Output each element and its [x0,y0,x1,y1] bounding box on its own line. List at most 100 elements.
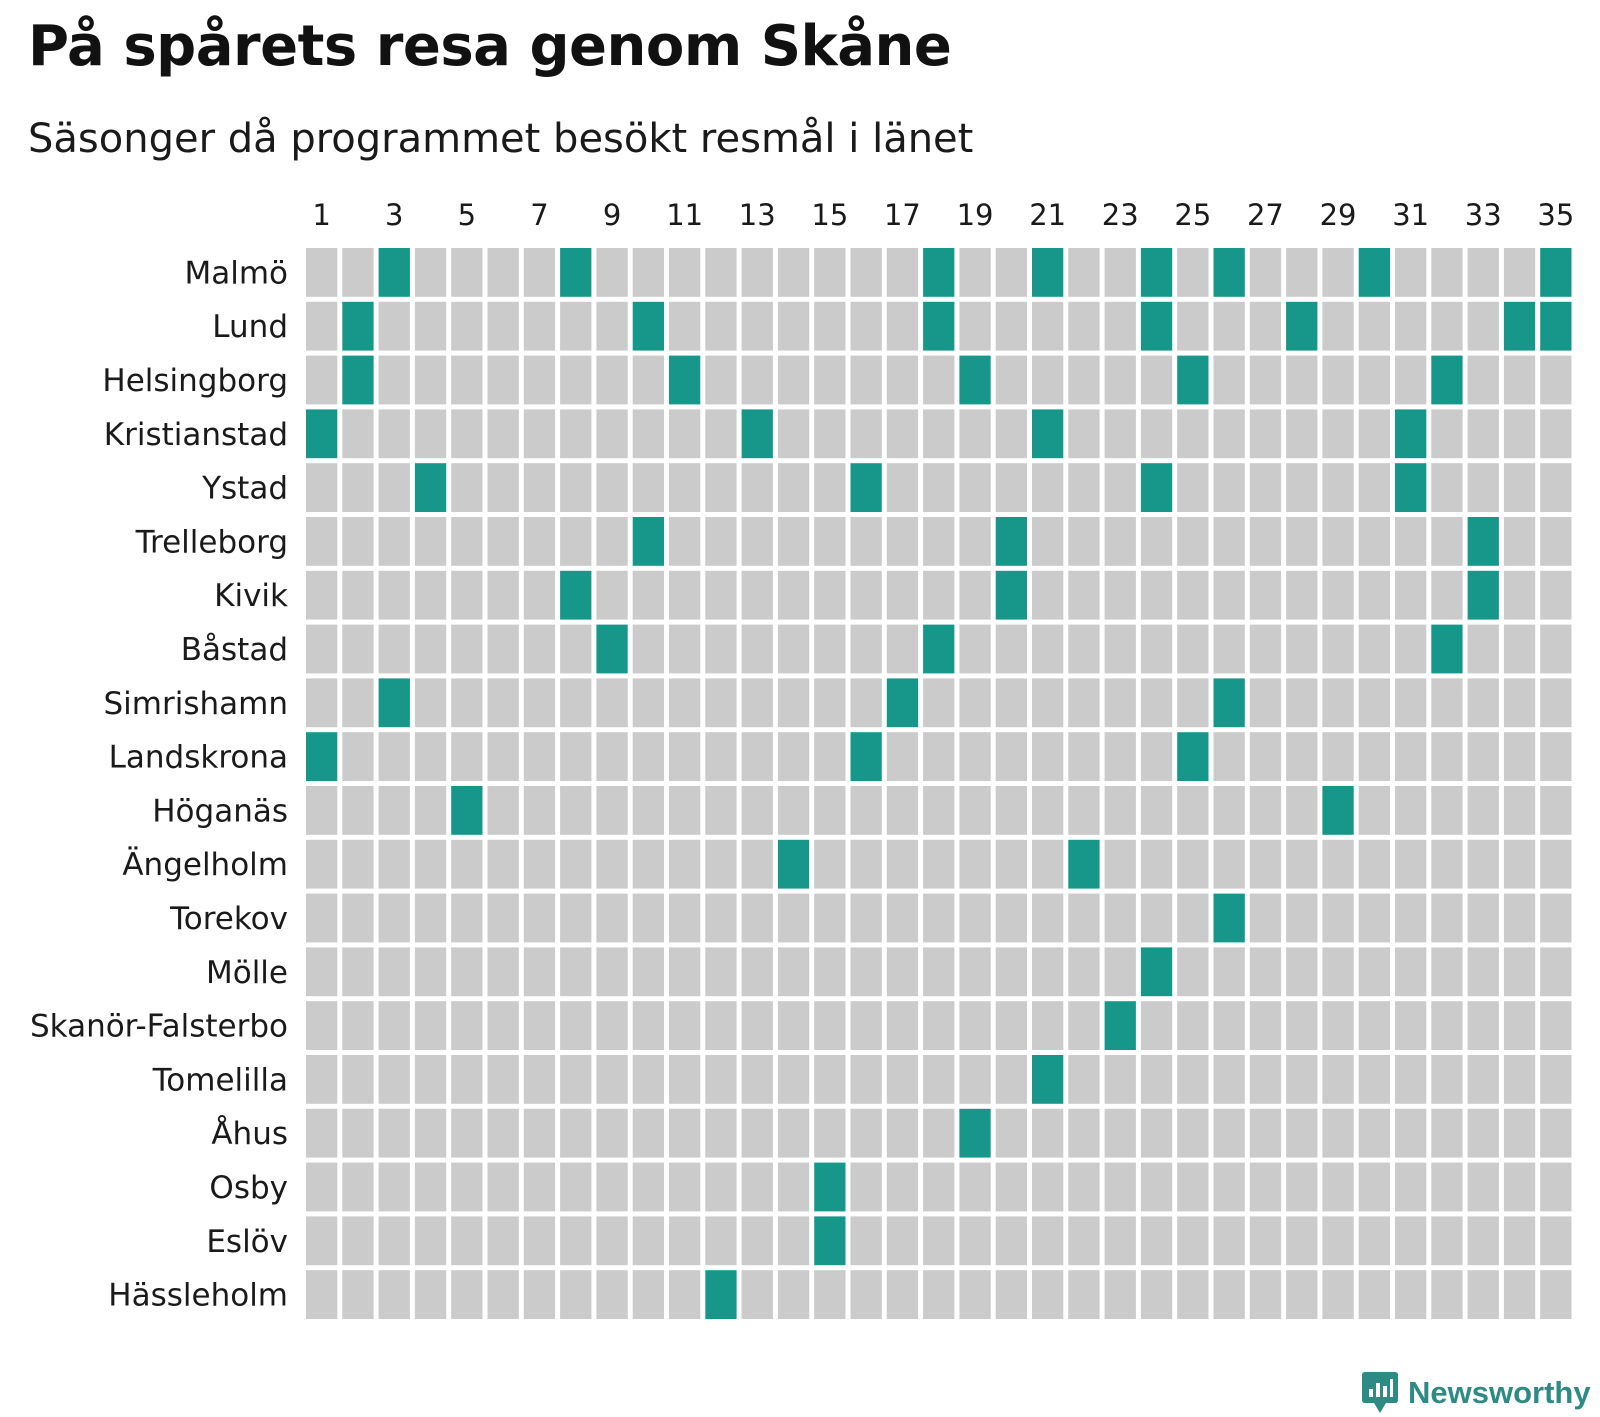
empty-cell [414,786,447,835]
empty-cell [850,678,882,728]
empty-cell [814,678,846,728]
empty-cell [342,570,374,620]
empty-cell [523,409,556,459]
visited-cell [923,301,955,351]
empty-cell [850,248,882,297]
empty-cell [959,947,991,997]
empty-cell [1177,839,1209,889]
x-axis-tick-labels: 1 3 5 7 9 11 13 15 17 19 21 23 25 27 29 31 33 35 [312,198,1574,232]
empty-cell [1395,1162,1427,1212]
empty-cell [777,570,810,620]
empty-cell [487,624,519,674]
empty-cell [1068,947,1100,997]
empty-cell [1140,732,1173,781]
empty-cell [995,1216,1027,1266]
row-label: Höganäs [152,793,288,829]
empty-cell [1249,409,1282,459]
empty-cell [1213,1270,1245,1319]
empty-cell [560,947,592,997]
visited-cell [1358,248,1390,297]
empty-cell [1286,463,1318,512]
empty-cell [1286,1270,1318,1319]
empty-cell [995,1270,1027,1319]
empty-cell [560,463,592,512]
empty-cell [995,839,1027,889]
empty-cell [487,517,519,566]
empty-cell [451,732,483,781]
empty-cell [1140,409,1173,459]
visited-cell [850,732,882,781]
empty-cell [1068,678,1100,728]
empty-cell [306,1055,338,1104]
empty-cell [414,1270,447,1319]
empty-cell [814,839,846,889]
visited-cell [959,1108,991,1158]
empty-cell [850,893,882,943]
empty-cell [1140,624,1173,674]
empty-cell [560,1108,592,1158]
empty-cell [959,1055,991,1104]
empty-cell [306,1162,338,1212]
empty-cell [1540,839,1572,889]
empty-cell [959,463,991,512]
empty-cell [741,301,773,351]
row-label: Kristianstad [104,417,288,453]
chart-subtitle: Säsonger då programmet besökt resmål i l… [28,116,974,162]
row-label: Malmö [184,255,288,291]
empty-cell [1467,1001,1499,1050]
empty-cell [1395,732,1427,781]
empty-cell [1503,1162,1536,1212]
empty-cell [1177,1216,1209,1266]
empty-cell [1467,678,1499,728]
empty-cell [850,947,882,997]
empty-cell [414,624,447,674]
empty-cell [741,678,773,728]
empty-cell [487,248,519,297]
empty-cell [1213,1055,1245,1104]
empty-cell [1395,570,1427,620]
brand-logo: Newsworthy [1362,1372,1591,1414]
empty-cell [886,1270,919,1319]
x-tick-label-35: 35 [1537,198,1574,232]
empty-cell [1540,786,1572,835]
empty-cell [414,947,447,997]
empty-cell [850,839,882,889]
empty-cell [1358,893,1390,943]
visited-cell [777,839,810,889]
row-label: Helsingborg [102,363,288,399]
empty-cell [1140,893,1173,943]
empty-cell [1503,1216,1536,1266]
empty-cell [487,1001,519,1050]
empty-cell [814,409,846,459]
empty-cell [1068,1001,1100,1050]
brand-name: Newsworthy [1408,1375,1591,1410]
empty-cell [1032,947,1064,997]
empty-cell [1286,624,1318,674]
empty-cell [923,1001,955,1050]
empty-cell [923,893,955,943]
empty-cell [923,355,955,405]
visited-cell [959,355,991,405]
x-tick-label-3: 3 [385,198,403,232]
visited-cell [632,301,664,351]
empty-cell [886,732,919,781]
visited-cell [995,570,1027,620]
empty-cell [959,786,991,835]
empty-cell [923,1270,955,1319]
empty-cell [487,839,519,889]
empty-cell [814,624,846,674]
empty-cell [1177,678,1209,728]
empty-cell [1431,301,1463,351]
empty-cell [777,409,810,459]
empty-cell [1249,1108,1282,1158]
empty-cell [1358,624,1390,674]
empty-cell [669,1001,701,1050]
empty-cell [1032,355,1064,405]
empty-cell [814,301,846,351]
x-tick-label-27: 27 [1247,198,1284,232]
empty-cell [1286,1108,1318,1158]
empty-cell [596,248,628,297]
row-label: Åhus [211,1116,288,1152]
empty-cell [451,1162,483,1212]
row-label: Tomelilla [152,1062,288,1098]
